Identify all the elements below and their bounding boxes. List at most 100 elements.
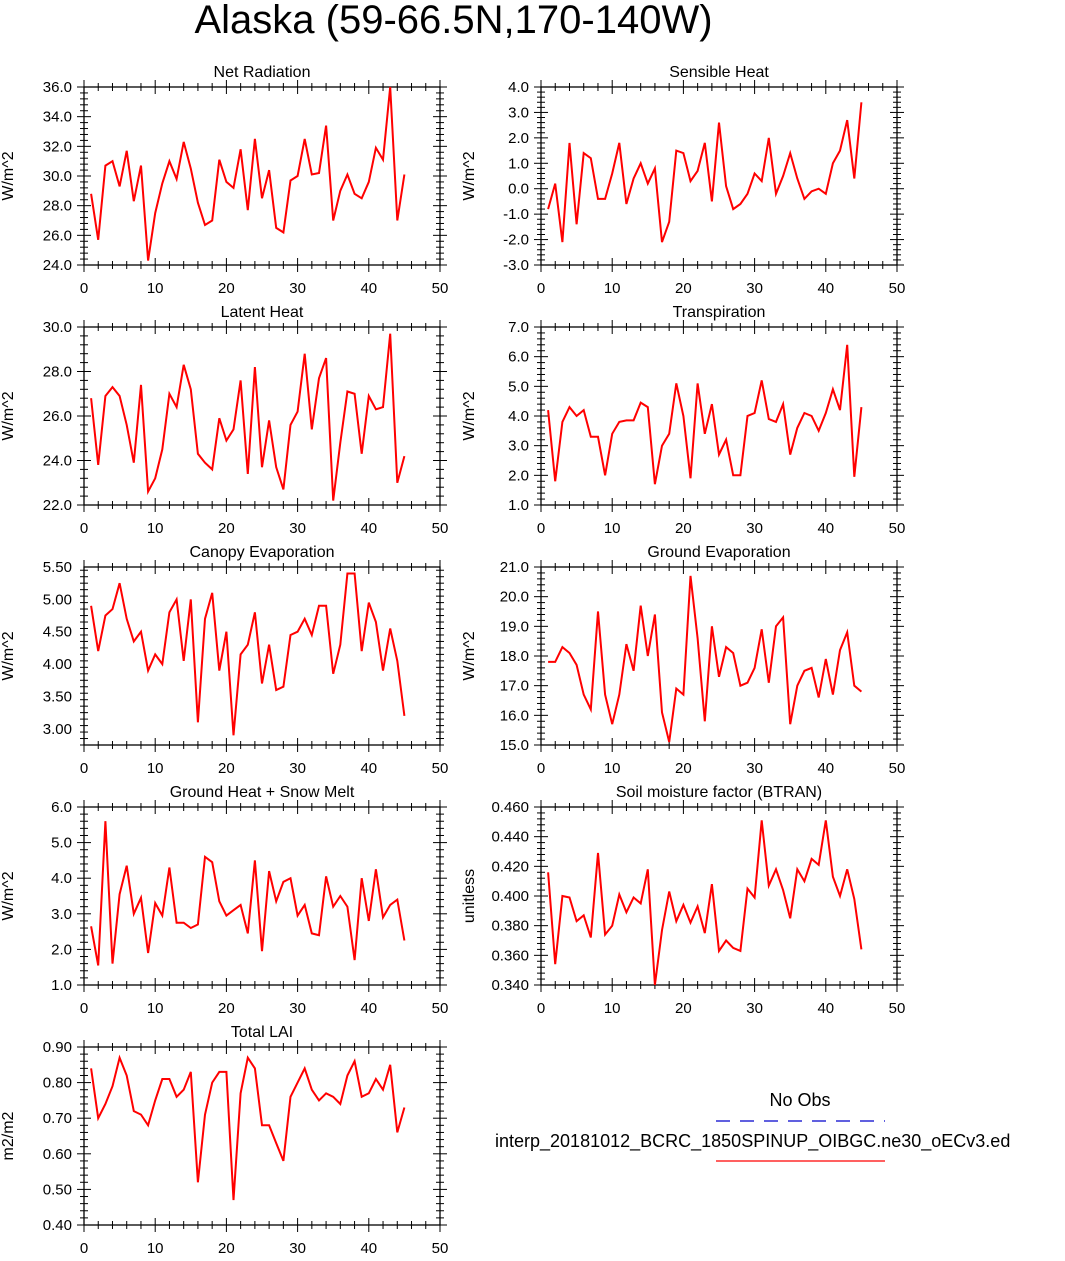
y-tick-label: 34.0 [43, 109, 72, 126]
y-tick-label: 24.0 [43, 453, 72, 470]
x-tick-label: 20 [218, 280, 235, 297]
y-tick-label: 3.0 [508, 104, 529, 121]
x-tick-label: 30 [289, 280, 306, 297]
x-tick-label: 30 [289, 1000, 306, 1017]
y-axis-label: W/m^2 [461, 151, 478, 200]
x-tick-label: 10 [604, 520, 621, 537]
x-tick-label: 50 [432, 520, 449, 537]
y-tick-label: 0.440 [491, 829, 529, 846]
y-tick-label: 17.0 [500, 678, 529, 695]
page-title: Alaska (59-66.5N,170-140W) [194, 0, 713, 42]
y-tick-label: 30.0 [43, 168, 72, 185]
x-tick-label: 0 [537, 760, 545, 777]
y-tick-label: -2.0 [503, 232, 529, 249]
y-tick-label: 18.0 [500, 648, 529, 665]
x-tick-label: 50 [889, 280, 906, 297]
y-tick-label: 0.40 [43, 1217, 72, 1234]
x-tick-label: 20 [218, 760, 235, 777]
x-tick-label: 20 [675, 1000, 692, 1017]
chart-panel: 0 10 20 30 40 50 15.0 16.0 17.0 18.0 19.0 20.0 21.0 G… [461, 544, 905, 777]
panel-title: Net Radiation [214, 64, 311, 81]
y-tick-label: 5.0 [508, 378, 529, 395]
y-tick-label: 36.0 [43, 79, 72, 96]
y-tick-label: 0.340 [491, 977, 529, 994]
x-tick-label: 40 [360, 1240, 377, 1257]
series-line [547, 820, 863, 986]
chart-panel: 0 10 20 30 40 50 1.0 2.0 3.0 4.0 5.0 6.0 Ground Heat… [0, 784, 448, 1017]
y-tick-label: 1.0 [508, 155, 529, 172]
y-axis-label: W/m^2 [461, 631, 478, 680]
y-tick-label: 0.60 [43, 1146, 72, 1163]
panel-title: Canopy Evaporation [190, 544, 335, 561]
y-tick-label: 4.00 [43, 656, 72, 673]
y-tick-label: 4.0 [508, 79, 529, 96]
y-tick-label: 24.0 [43, 257, 72, 274]
y-tick-label: 2.0 [508, 467, 529, 484]
y-tick-label: 5.0 [51, 835, 72, 852]
panel-title: Latent Heat [221, 304, 304, 321]
x-tick-label: 10 [147, 1000, 164, 1017]
y-tick-label: 16.0 [500, 707, 529, 724]
y-tick-label: 6.0 [51, 799, 72, 816]
x-tick-label: 50 [432, 1240, 449, 1257]
x-tick-label: 40 [360, 1000, 377, 1017]
legend-model-label: interp_20181012_BCRC_1850SPINUP_OIBGC.ne… [495, 1131, 1010, 1152]
x-tick-label: 20 [218, 520, 235, 537]
y-tick-label: 0.0 [508, 181, 529, 198]
y-tick-label: 0.360 [491, 947, 529, 964]
chart-panel: 0 10 20 30 40 50 3.00 3.50 4.00 4.50 5.00 5.50 Canop… [0, 544, 448, 777]
series-line [90, 821, 406, 966]
chart-panel: 0 10 20 30 40 50 22.0 24.0 26.0 28.0 30.0 Latent He… [0, 304, 448, 537]
panel-title: Ground Evaporation [647, 544, 790, 561]
y-tick-label: 0.380 [491, 918, 529, 935]
plot-frame [540, 326, 898, 506]
x-tick-label: 40 [817, 1000, 834, 1017]
y-tick-label: -1.0 [503, 206, 529, 223]
x-tick-label: 50 [889, 520, 906, 537]
panel-title: Soil moisture factor (BTRAN) [616, 784, 822, 801]
legend: No Obs interp_20181012_BCRC_1850SPINUP_OI… [495, 1090, 1010, 1162]
series-line [547, 344, 863, 485]
y-axis-label: W/m^2 [461, 391, 478, 440]
y-tick-label: 1.0 [508, 497, 529, 514]
x-tick-label: 0 [537, 1000, 545, 1017]
y-tick-label: 0.80 [43, 1075, 72, 1092]
y-tick-label: 22.0 [43, 497, 72, 514]
y-tick-label: -3.0 [503, 257, 529, 274]
y-axis-label: W/m^2 [0, 391, 17, 440]
y-tick-label: 0.50 [43, 1181, 72, 1198]
y-tick-label: 1.0 [51, 977, 72, 994]
x-tick-label: 20 [218, 1240, 235, 1257]
x-tick-label: 20 [675, 760, 692, 777]
y-tick-label: 6.0 [508, 349, 529, 366]
y-tick-label: 20.0 [500, 589, 529, 606]
y-tick-label: 3.50 [43, 688, 72, 705]
x-tick-label: 10 [147, 1240, 164, 1257]
y-tick-label: 32.0 [43, 138, 72, 155]
series-line [90, 86, 406, 261]
x-tick-label: 30 [289, 760, 306, 777]
x-tick-label: 30 [746, 760, 763, 777]
x-tick-label: 0 [80, 760, 88, 777]
chart-panel: 0 10 20 30 40 50 -3.0 -2.0 -1.0 0.0 1.0 2.0 3.0 4.0 Se… [461, 64, 905, 297]
chart-panel: 0 10 20 30 40 50 0.340 0.360 0.380 0.400 0.420 0.44… [461, 784, 905, 1017]
x-tick-label: 0 [537, 280, 545, 297]
chart-panel: 0 10 20 30 40 50 0.40 0.50 0.60 0.70 0.80 0.90 Total… [0, 1024, 448, 1257]
series-line [548, 575, 863, 743]
x-tick-label: 20 [675, 280, 692, 297]
y-tick-label: 4.50 [43, 624, 72, 641]
x-tick-label: 40 [817, 760, 834, 777]
y-axis-label: W/m^2 [0, 871, 17, 920]
y-tick-label: 28.0 [43, 364, 72, 381]
x-tick-label: 30 [746, 520, 763, 537]
y-tick-label: 2.0 [508, 130, 529, 147]
series-line [90, 1054, 406, 1201]
y-tick-label: 3.0 [51, 906, 72, 923]
x-tick-label: 40 [817, 520, 834, 537]
x-tick-label: 10 [147, 520, 164, 537]
y-tick-label: 26.0 [43, 227, 72, 244]
x-tick-label: 0 [80, 1240, 88, 1257]
x-tick-label: 20 [675, 520, 692, 537]
x-tick-label: 10 [604, 1000, 621, 1017]
